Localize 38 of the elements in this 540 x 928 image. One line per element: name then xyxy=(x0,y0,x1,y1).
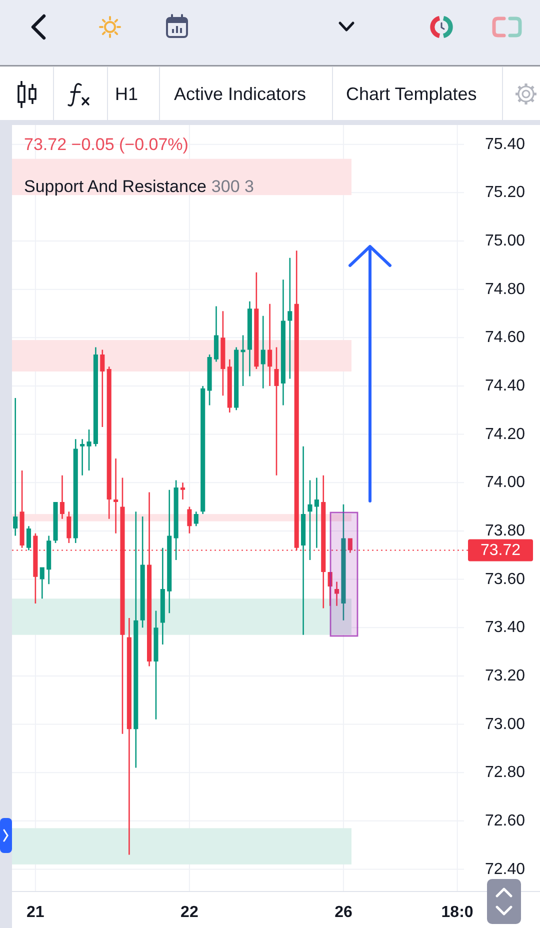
y-tick-label: 72.80 xyxy=(484,764,526,782)
candlestick xyxy=(114,458,118,534)
y-tick-label: 73.20 xyxy=(484,667,526,684)
y-tick-label: 74.60 xyxy=(484,329,526,346)
text: H1 xyxy=(115,84,138,104)
annotation: 73.72 −0.05 (−0.07%) xyxy=(24,135,188,154)
candlestick xyxy=(314,478,319,548)
y-tick-label: 73.40 xyxy=(484,619,526,636)
y-tick-label: 74.00 xyxy=(484,474,526,492)
annotation: Support And Resistance xyxy=(24,177,206,196)
candlestick xyxy=(301,446,306,635)
y-tick-label: 73.60 xyxy=(484,570,526,588)
y-tick-label: 74.20 xyxy=(484,426,526,443)
text: Active Indicators xyxy=(174,84,306,104)
x-tick-label: 18:0 xyxy=(441,904,474,921)
candlestick xyxy=(80,439,85,476)
ref-line-label: 73.72 xyxy=(480,542,521,559)
y-tick-label: 75.00 xyxy=(484,232,526,250)
annotation: 300 3 xyxy=(211,177,254,196)
x-tick-label: 22 xyxy=(180,904,198,921)
y-tick-label: 73.80 xyxy=(484,522,526,540)
candlestick xyxy=(13,398,18,536)
text: Chart Templates xyxy=(346,84,477,104)
candlestick xyxy=(60,475,64,519)
y-tick-label: 75.40 xyxy=(484,136,526,153)
y-tick-label: 72.40 xyxy=(484,860,526,878)
candlestick xyxy=(260,316,266,388)
y-tick-label: 74.40 xyxy=(484,377,526,394)
candlestick xyxy=(288,258,292,379)
candlestick xyxy=(334,582,340,606)
x-tick-label: 26 xyxy=(334,904,352,921)
y-tick-label: 75.20 xyxy=(484,184,526,202)
y-tick-label: 73.00 xyxy=(484,716,526,733)
y-tick-label: 74.80 xyxy=(484,280,526,298)
candlestick xyxy=(268,304,272,386)
y-tick-label: 72.60 xyxy=(484,812,526,830)
x-tick-label: 21 xyxy=(26,904,44,921)
candlestick xyxy=(180,482,186,500)
